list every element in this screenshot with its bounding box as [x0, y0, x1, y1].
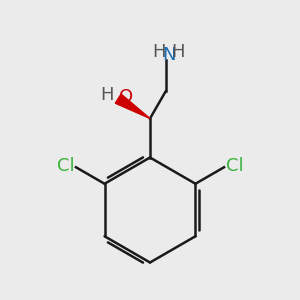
- Text: H: H: [100, 86, 114, 104]
- Text: O: O: [119, 88, 133, 106]
- Text: Cl: Cl: [57, 157, 74, 175]
- Text: H: H: [152, 43, 166, 61]
- Text: Cl: Cl: [226, 157, 243, 175]
- Text: N: N: [162, 46, 175, 64]
- Text: H: H: [172, 43, 185, 61]
- Polygon shape: [115, 94, 150, 119]
